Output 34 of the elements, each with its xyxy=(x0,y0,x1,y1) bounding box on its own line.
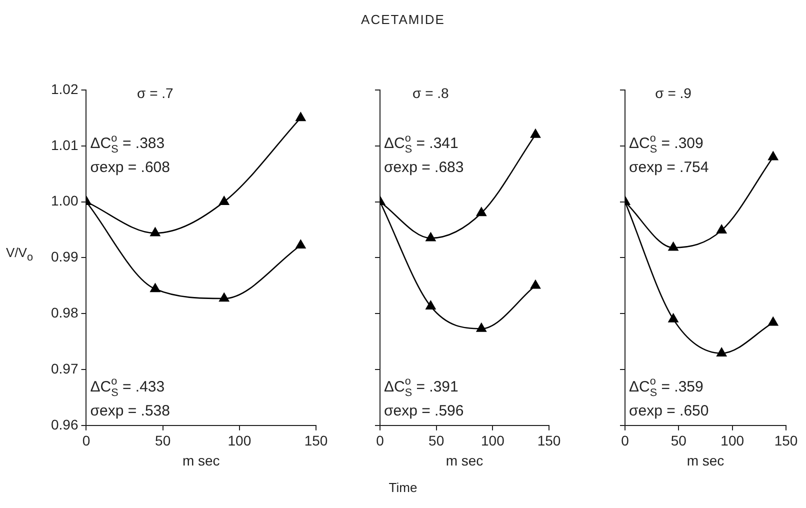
x-axis-title: m sec xyxy=(446,452,484,468)
chart-title: ACETAMIDE xyxy=(360,12,446,27)
chart-subtitle: σ = .7 xyxy=(137,85,174,101)
annotation: σexp = .538 xyxy=(90,402,170,420)
chart-subtitle: σ = .8 xyxy=(412,85,450,101)
x-tick-label: 100 xyxy=(720,432,744,449)
y-axis-title: V/V$_{o}$ xyxy=(6,245,33,264)
x-tick-label: 100 xyxy=(228,432,252,449)
annotation: σexp = .650 xyxy=(629,402,709,420)
y-tick-label: 0.97 xyxy=(51,360,78,376)
y-tick-label: 0.99 xyxy=(51,248,78,265)
x-tick-label: 150 xyxy=(774,432,798,449)
x-tick-label: 0 xyxy=(621,432,630,449)
x-tick-label: 0 xyxy=(376,432,384,449)
y-tick-label: 0.98 xyxy=(51,304,78,320)
x-axis-title: m sec xyxy=(686,452,724,468)
y-tick-label: 1.00 xyxy=(51,192,78,209)
annotation: σexp = .754 xyxy=(629,159,709,176)
y-tick-label: 1.02 xyxy=(51,80,78,97)
x-tick-label: 100 xyxy=(480,432,505,449)
annotation: σexp = .596 xyxy=(384,402,464,420)
text: Time xyxy=(388,480,418,495)
x-axis-title: m sec xyxy=(182,452,220,468)
x-tick-label: 50 xyxy=(428,432,444,449)
chart-subtitle: σ = .9 xyxy=(655,85,692,101)
y-tick-label: 1.01 xyxy=(51,136,78,153)
x-tick-label: 0 xyxy=(82,432,90,449)
annotation: σexp = .683 xyxy=(384,159,464,176)
x-tick-label: 50 xyxy=(155,432,171,449)
y-tick-label: 0.96 xyxy=(51,416,78,432)
x-tick-label: 150 xyxy=(304,432,328,449)
x-tick-label: 50 xyxy=(670,432,687,449)
annotation: σexp = .608 xyxy=(90,159,170,176)
x-tick-label: 150 xyxy=(537,432,561,449)
